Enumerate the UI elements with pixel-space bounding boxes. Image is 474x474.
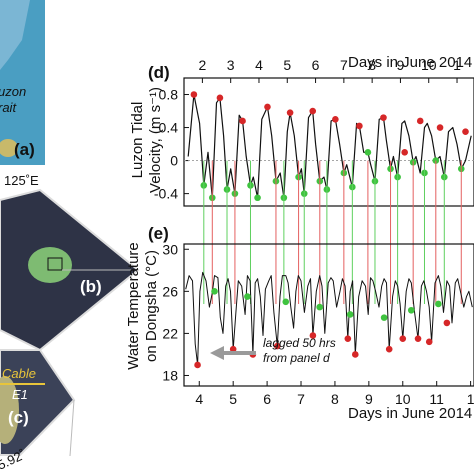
chart-e-panel-label: (e) [148, 224, 169, 243]
chart-d-xtick-label: 5 [283, 57, 291, 73]
chart-e-ytick-label: 22 [162, 325, 178, 341]
peak-point [416, 117, 424, 125]
temperature-red-point [425, 338, 433, 346]
chart-e-xtick-label: 10 [395, 391, 411, 407]
peak-point [401, 149, 408, 156]
chart-e-ylabel-2: on Dongsha (°C) [143, 250, 160, 362]
chart-d-xtick-label: 9 [397, 57, 405, 73]
chart-e-xlabel: Days in June 2014 [348, 405, 472, 422]
strait-label-2: rait [0, 100, 17, 115]
chart-e-ytick-label: 18 [162, 367, 178, 383]
tidal-velocity-line [187, 93, 472, 199]
chart-e-xtick-label: 5 [229, 391, 237, 407]
temperature-green-point [282, 298, 290, 306]
chart-d-frame [183, 77, 474, 207]
temperature-red-point [273, 342, 281, 350]
peak-point [286, 109, 294, 116]
chart-d-xtick-label: 1 [453, 57, 461, 73]
map-c-panel-label: (c) [8, 408, 29, 427]
bloom-patch [28, 247, 72, 283]
chart-d-xtick-label: 4 [255, 57, 263, 73]
temperature-green-point [346, 311, 354, 318]
temperature-red-point [399, 335, 407, 342]
temperature-green-point [407, 306, 415, 314]
map-c-frame [0, 349, 76, 456]
chart-d-xtick-label: 8 [368, 57, 376, 73]
temperature-green-point [211, 288, 218, 295]
temperature-green-point [380, 314, 388, 321]
temperature-red-point [229, 345, 237, 353]
temperature-red-point [414, 335, 422, 342]
peak-point [436, 124, 444, 131]
temperature-red-point [309, 332, 317, 339]
chart-d-xtick-label: 6 [312, 57, 320, 73]
chart-d-xtick-label: 3 [227, 57, 235, 73]
map-region: uzon rait (a) 125˚E (b) Cable E1 (c) 5.9… [0, 0, 140, 473]
chart-e-xtick-label: 6 [263, 391, 271, 407]
annotation-line-1: lagged 50 hrs [263, 336, 336, 350]
peak-point [332, 115, 339, 123]
map-a-panel-label: (a) [14, 140, 35, 159]
chart-d-ylabel-2: Velocity, (m s⁻¹) [147, 87, 164, 193]
strait-label-1: uzon [0, 84, 26, 99]
temperature-green-point [435, 300, 442, 308]
temperature-green-point [244, 293, 251, 300]
cable-label: Cable [2, 366, 36, 381]
zoom-box [47, 257, 63, 271]
peak-point [380, 114, 387, 121]
chart-d-ylabel-1: Luzon Tidal [129, 102, 146, 179]
chart-d-ytick-label: -0.4 [154, 186, 178, 202]
station-label: E1 [12, 387, 28, 402]
chart-e-ytick-label: 30 [162, 241, 178, 257]
temperature-green-point [316, 303, 323, 311]
chart-d-xlabel: Days in June 2014 [348, 54, 472, 71]
peak-point [462, 128, 469, 135]
trough-point [254, 194, 261, 202]
temperature-red-point [194, 361, 201, 369]
peak-point [356, 122, 363, 130]
longitude-label: 125˚E [4, 173, 39, 188]
chart-d-xtick-label: 2 [198, 57, 206, 73]
chart-e-xtick-label: 11 [429, 391, 444, 407]
temperature-red-point [385, 345, 393, 353]
temperature-red-point [344, 335, 352, 342]
chart-e-frame [183, 243, 474, 387]
chart-e-ylabel-1: Water Temperature [125, 242, 142, 370]
annotation-arrow-head [210, 346, 224, 360]
chart-e: (e) Water Temperature on Dongsha (°C) 4 5… [125, 224, 474, 422]
temperature-red-point [443, 319, 451, 327]
chart-e-xtick-label: 8 [331, 391, 339, 407]
map-a-island [0, 139, 18, 157]
map-b-panel-label: (b) [80, 277, 102, 296]
temperature-red-point [351, 351, 359, 358]
chart-e-xtick-label: 4 [195, 391, 203, 407]
peak-point [216, 94, 224, 102]
peak-point [264, 103, 271, 111]
map-a-land [0, 0, 30, 70]
trough-point [364, 149, 372, 156]
chart-d-ytick-label: 0 [170, 153, 178, 169]
chart-e-xtick-label: 1 [467, 391, 474, 407]
peak-point [190, 91, 198, 98]
lag-connectors [203, 160, 462, 304]
peak-point [239, 117, 246, 125]
chart-e-xtick-label: 9 [365, 391, 373, 407]
chart-d-ytick-label: 0.8 [159, 87, 179, 103]
annotation-line-2: from panel d [263, 351, 330, 365]
chart-e-xtick-label: 7 [297, 391, 305, 407]
chart-d-panel-label: (d) [148, 63, 170, 82]
map-c-image [0, 350, 74, 455]
chart-d-xtick-label: 7 [340, 57, 348, 73]
chart-d-xtick-label: 10 [421, 57, 437, 73]
zoom-line-2 [69, 399, 75, 457]
map-c-island [0, 376, 19, 444]
map-b-frame [0, 188, 140, 352]
chart-e-ytick-label: 26 [162, 283, 178, 299]
chart-d-ytick-label: 0.4 [159, 120, 179, 136]
peak-point [309, 107, 317, 115]
chart-d: (d) Days in June 2014 2 3 4 5 6 7 8 9 10 1 0.8 0.4… [129, 54, 474, 207]
